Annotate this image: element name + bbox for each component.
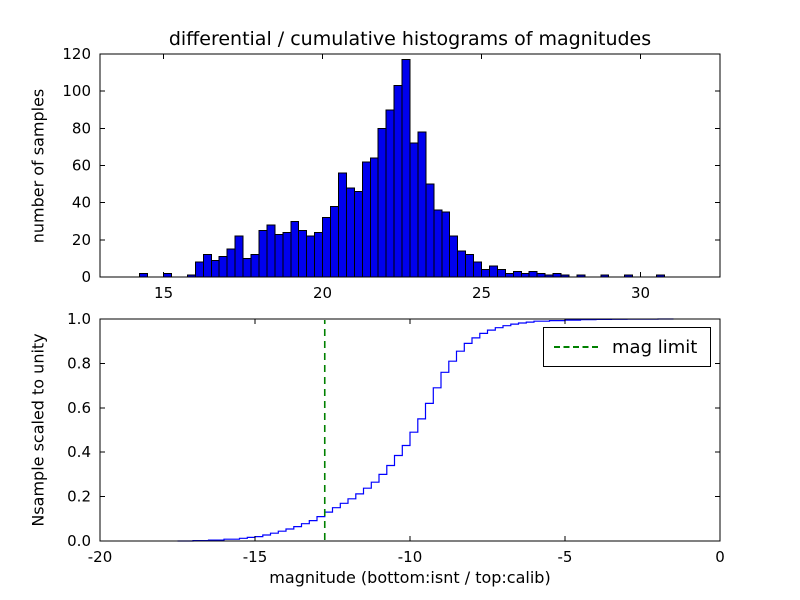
histogram-bar: [345, 187, 355, 278]
histogram-bar: [512, 270, 522, 278]
histogram-bar: [218, 256, 228, 278]
histogram-bar: [298, 230, 308, 278]
y-tick-label: 60: [72, 157, 91, 175]
histogram-bar: [377, 127, 387, 278]
histogram-bar: [139, 272, 149, 278]
histogram-bar: [258, 230, 268, 278]
histogram-bar: [274, 233, 284, 278]
histogram-bar: [401, 59, 411, 278]
histogram-bar: [234, 235, 244, 278]
y-tick-label: 120: [62, 45, 91, 63]
histogram-bar: [202, 254, 212, 278]
histogram-bar: [536, 272, 546, 278]
histogram-bar: [385, 109, 395, 278]
histogram-bar: [194, 261, 204, 278]
x-tick-label: 20: [313, 284, 332, 302]
histogram-bar: [330, 205, 339, 278]
histogram-bar: [361, 161, 371, 278]
x-tick-label: 25: [472, 284, 491, 302]
histogram-bar: [369, 157, 379, 278]
histogram-bar: [337, 172, 347, 278]
y-tick-label: 0.6: [67, 399, 91, 417]
x-tick-label: 15: [154, 284, 173, 302]
histogram-bar: [465, 254, 475, 278]
histogram-bar: [226, 248, 236, 278]
histogram-bar: [433, 209, 443, 278]
x-tick-label: 0: [715, 548, 725, 566]
y-tick-label: 20: [72, 231, 91, 249]
y-tick-label: 100: [62, 82, 91, 100]
y-tick-label: 0.0: [67, 532, 91, 550]
histogram-bar: [441, 211, 451, 278]
cumulative-curve: [177, 318, 674, 542]
histogram-bar: [393, 85, 403, 278]
y-tick-label: 0.2: [67, 488, 91, 506]
histogram-bar: [409, 142, 419, 278]
histogram-bar: [266, 224, 276, 278]
histogram-bar: [449, 235, 459, 278]
histogram-bar: [457, 250, 467, 278]
x-tick-label: 30: [631, 284, 650, 302]
histogram-bar: [242, 257, 252, 278]
histogram-bar: [488, 265, 498, 278]
histogram-bar: [322, 217, 332, 278]
histogram-bar: [290, 220, 300, 278]
y-tick-label: 0.4: [67, 443, 91, 461]
x-tick-label: -15: [243, 548, 268, 566]
histogram-bar: [163, 272, 173, 278]
y-tick-label: 80: [72, 119, 91, 137]
histogram-bar: [552, 272, 562, 278]
x-tick-label: -5: [558, 548, 573, 566]
y-tick-label: 40: [72, 194, 91, 212]
top-ylabel: number of samples: [28, 88, 48, 244]
histogram-bar: [250, 254, 260, 278]
x-tick-label: -10: [398, 548, 423, 566]
bottom-ylabel: Nsample scaled to unity: [28, 333, 48, 527]
histogram-bar: [353, 191, 363, 278]
histogram-bar: [210, 259, 220, 278]
histogram-bar: [473, 261, 483, 278]
histogram-bar: [481, 269, 490, 278]
histogram-bar: [425, 183, 435, 278]
legend: mag limit: [543, 327, 711, 367]
x-tick-label: -20: [88, 548, 113, 566]
histogram-bar: [306, 235, 316, 278]
histogram-bar: [504, 272, 514, 278]
histogram-bar: [282, 231, 292, 278]
histogram-bar: [528, 270, 538, 278]
y-tick-label: 1.0: [67, 310, 91, 328]
histogram-bar: [417, 131, 427, 278]
mag-limit-line-sample: [554, 346, 598, 348]
bottom-xlabel: magnitude (bottom:isnt / top:calib): [269, 568, 551, 587]
y-tick-label: 0.8: [67, 354, 91, 372]
histogram-bar: [520, 272, 530, 278]
legend-label: mag limit: [612, 336, 698, 358]
y-tick-label: 0: [81, 268, 91, 286]
histogram-bar: [496, 269, 506, 278]
histogram-bar: [314, 231, 324, 278]
figure-title: differential / cumulative histograms of …: [168, 28, 652, 50]
